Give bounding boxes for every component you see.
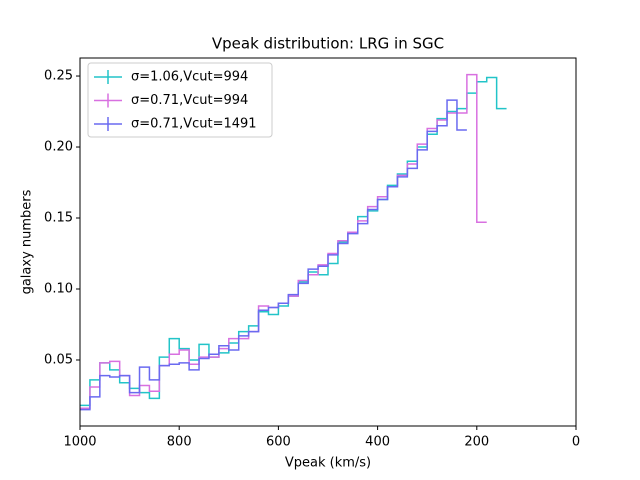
x-tick-label: 800	[167, 435, 192, 450]
x-tick-label: 0	[572, 435, 580, 450]
x-tick-label: 1000	[63, 435, 96, 450]
y-tick-label: 0.10	[44, 281, 73, 296]
y-tick-label: 0.15	[44, 211, 73, 226]
legend-box	[87, 62, 273, 138]
step-line	[80, 99, 467, 411]
chart-title: Vpeak distribution: LRG in SGC	[212, 35, 444, 53]
x-tick-label: 600	[266, 435, 291, 450]
x-tick-label: 200	[464, 435, 489, 450]
y-axis-label: galaxy numbers	[20, 189, 35, 294]
y-tick-label: 0.25	[44, 69, 73, 84]
legend-label: σ=0.71,Vcut=1491	[131, 117, 257, 132]
y-tick-label: 0.20	[44, 140, 73, 155]
x-axis-label: Vpeak (km/s)	[285, 456, 371, 471]
x-tick-label: 400	[365, 435, 390, 450]
legend-label: σ=1.06,Vcut=994	[131, 70, 248, 85]
y-tick-label: 0.05	[44, 352, 73, 367]
plot-frame	[79, 57, 577, 427]
legend-label: σ=0.71,Vcut=994	[131, 93, 248, 108]
